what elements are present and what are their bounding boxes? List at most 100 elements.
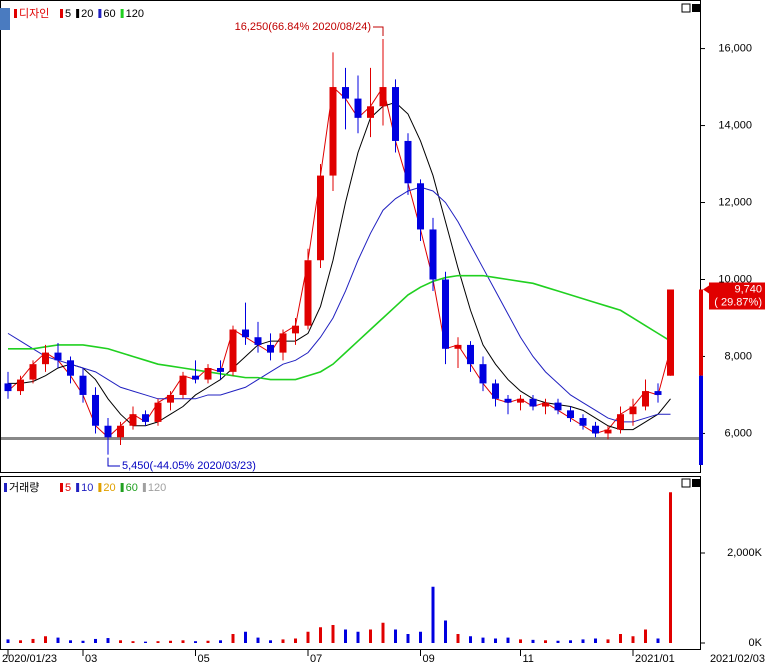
volume-bar [231, 634, 235, 643]
annotation: 16,250(66.84% 2020/08/24) [235, 21, 371, 33]
x-tick-label: 11 [523, 653, 534, 665]
candle-body [442, 279, 449, 349]
volume-bar [594, 638, 597, 643]
legend-marker [14, 9, 17, 18]
candle-body [617, 414, 624, 430]
volume-bar [481, 637, 485, 643]
volume-bar [181, 640, 185, 643]
volume-bar [6, 639, 10, 643]
volume-bar [331, 625, 335, 643]
legend-label: 5 [65, 8, 71, 20]
candle-body [67, 360, 74, 376]
legend-label: 120 [148, 482, 166, 494]
y-tick-label: 16,000 [718, 42, 752, 54]
candle-body [292, 325, 299, 334]
volume-bar [119, 640, 122, 643]
volume-bar [419, 631, 422, 643]
legend-marker [60, 483, 63, 492]
legend: 디자인 거래량 [4, 7, 49, 494]
volume-bar [31, 638, 35, 643]
volume-bar [406, 634, 410, 643]
volume-bar [194, 641, 197, 643]
candle-body [317, 175, 324, 261]
candle-body [629, 406, 637, 415]
candle-body [454, 344, 462, 349]
y-tick-label: 2,000K [727, 547, 763, 559]
volume-bar [169, 640, 172, 643]
annotation-arrow [373, 26, 384, 36]
volume-bar [344, 629, 347, 643]
close-button[interactable] [692, 479, 700, 487]
annotation-arrow [107, 457, 120, 467]
candle-body [492, 383, 499, 399]
last-price: 9,740 [734, 283, 762, 295]
candle-body [567, 410, 574, 419]
legend-marker [98, 483, 102, 492]
maximize-button[interactable] [681, 478, 691, 488]
price-box [709, 282, 765, 310]
volume-bar [294, 638, 297, 643]
volume-bar [256, 637, 260, 643]
legend-label: 120 [126, 8, 144, 20]
x-tick-label: 2020/01/23 [2, 653, 57, 665]
legend-label: 20 [81, 8, 93, 20]
x-tick-label: 05 [198, 653, 210, 665]
legend-marker [76, 9, 80, 18]
x-tick-label: 2021/01 [635, 653, 675, 665]
volume-bar [219, 640, 222, 643]
y-tick-label: 6,000 [724, 427, 752, 439]
x-tick-label: 03 [85, 653, 97, 665]
price-pointer [703, 285, 709, 294]
volume-bar [369, 629, 372, 643]
candle-body [604, 429, 612, 434]
candle-body [279, 333, 287, 353]
legend-label: 5 [65, 482, 71, 494]
candle-body [354, 98, 362, 118]
close-button[interactable] [692, 4, 700, 12]
candle-body [204, 368, 212, 380]
maximize-button[interactable] [681, 3, 691, 13]
x-tick-label: 09 [423, 653, 435, 665]
volume-bar [556, 640, 560, 643]
volume-bar [519, 639, 522, 643]
candle-body [29, 364, 37, 380]
volume-panel [0, 476, 701, 650]
volume-bar [381, 622, 385, 643]
volume-bar [444, 620, 447, 643]
candle-body [242, 329, 249, 338]
last-change: ( 29.87%) [714, 296, 762, 308]
volume-bar [606, 639, 610, 643]
y-tick-label: 14,000 [718, 119, 752, 131]
candle-body [329, 87, 337, 176]
candle-body [142, 414, 149, 422]
legend-label: 60 [103, 8, 115, 20]
volume-bar [106, 638, 110, 643]
volume-bar [244, 631, 247, 643]
legend-label: 10 [81, 482, 93, 494]
chart-title: 디자인 [19, 7, 49, 20]
candle-body [392, 87, 399, 141]
candle-body [167, 394, 174, 403]
candle-body [592, 425, 599, 434]
moving-average [8, 274, 671, 381]
legend-marker [98, 9, 102, 18]
volume-bar [319, 627, 322, 643]
volume-bar [131, 641, 135, 643]
legend-marker [4, 483, 7, 492]
volume-bar [656, 638, 660, 643]
candle-body [129, 414, 137, 426]
volume-bar [81, 640, 85, 643]
candle-body [4, 383, 12, 392]
candle-body [579, 418, 587, 426]
side-tab[interactable] [0, 8, 10, 30]
candle-body [92, 394, 99, 426]
volume-bar [281, 639, 285, 643]
volume-bar [394, 629, 397, 643]
legend-marker [120, 9, 124, 18]
volume-bar [56, 637, 60, 643]
volume-bar [44, 636, 47, 643]
candle-body [154, 402, 162, 422]
volume-bar [506, 637, 510, 643]
y-tick-label: 12,000 [718, 196, 752, 208]
